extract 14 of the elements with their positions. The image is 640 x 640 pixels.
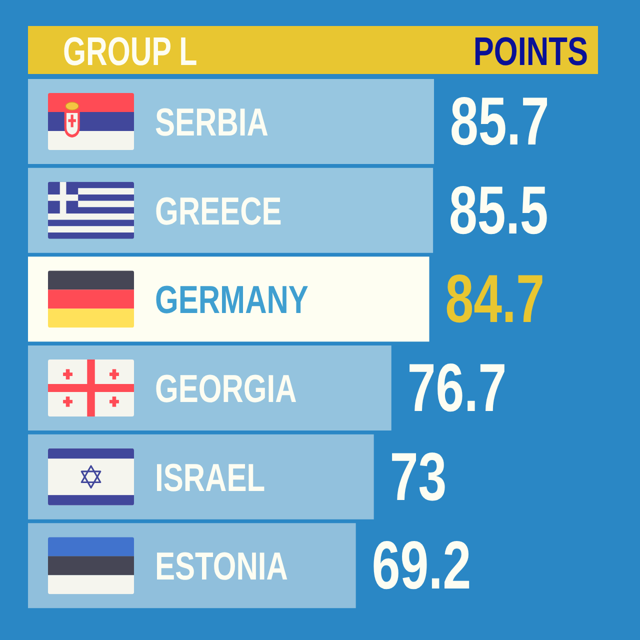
y-tick-label: GERMANY [155, 278, 308, 322]
y-tick-label: ISRAEL [155, 456, 266, 500]
data-label: 76.7 [407, 350, 507, 426]
data-label: 85.7 [450, 83, 550, 160]
data-label: 84.7 [445, 261, 545, 337]
y-tick-label: ESTONIA [155, 544, 288, 589]
data-label: 69.2 [372, 528, 472, 604]
data-label: 73 [390, 438, 447, 515]
y-tick-label: GEORGIA [155, 367, 297, 411]
data-label: 85.5 [449, 172, 548, 248]
y-tick-label: GREECE [155, 190, 282, 234]
x-axis-title: POINTS [473, 29, 588, 74]
chart-title: GROUP L [63, 30, 198, 74]
y-tick-label: SERBIA [155, 100, 268, 144]
